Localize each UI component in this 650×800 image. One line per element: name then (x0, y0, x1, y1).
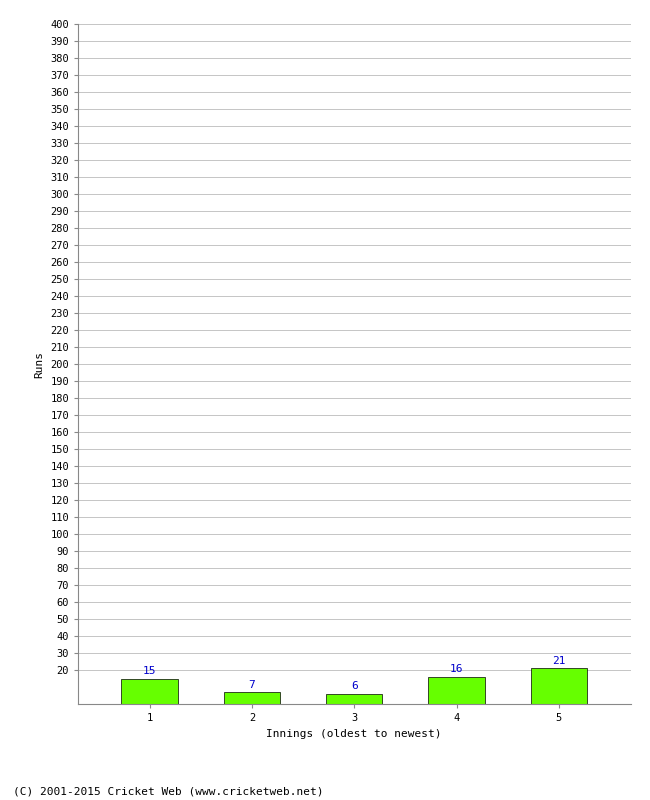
Text: 21: 21 (552, 656, 566, 666)
Text: 15: 15 (143, 666, 157, 676)
Bar (326, 694, 382, 704)
Bar (428, 677, 485, 704)
Y-axis label: Runs: Runs (34, 350, 45, 378)
Text: 7: 7 (248, 679, 255, 690)
Bar (122, 678, 177, 704)
Text: (C) 2001-2015 Cricket Web (www.cricketweb.net): (C) 2001-2015 Cricket Web (www.cricketwe… (13, 786, 324, 796)
Bar (224, 692, 280, 704)
X-axis label: Innings (oldest to newest): Innings (oldest to newest) (266, 729, 442, 738)
Text: 6: 6 (351, 682, 358, 691)
Text: 16: 16 (450, 664, 463, 674)
Bar (531, 668, 587, 704)
